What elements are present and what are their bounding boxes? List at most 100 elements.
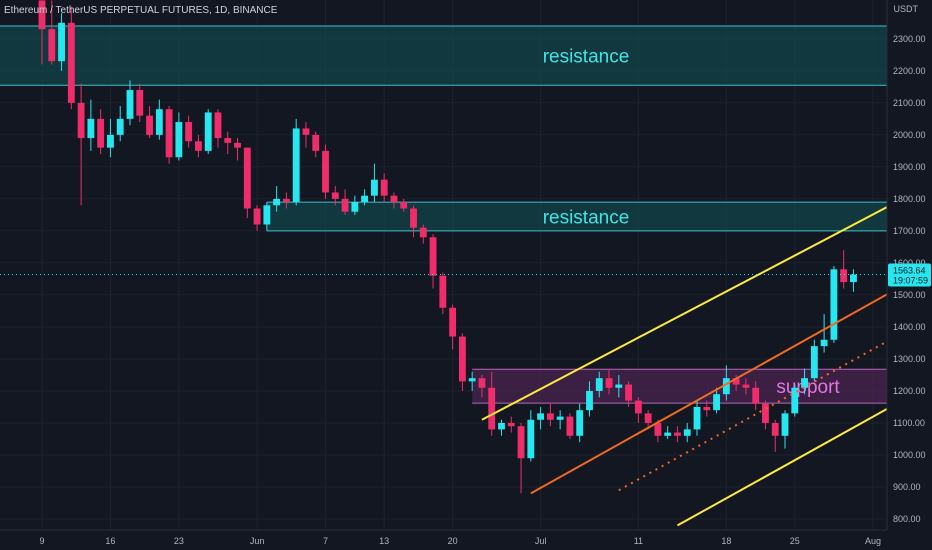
x-tick-label: 7	[323, 536, 328, 546]
candle-body	[292, 128, 300, 203]
y-tick-label: 1500.00	[893, 290, 926, 300]
price-unit-label: USDT	[893, 4, 919, 14]
y-tick-label: 1400.00	[893, 322, 926, 332]
candle-body	[683, 429, 691, 436]
candle-body	[654, 422, 662, 436]
candle-body	[67, 22, 75, 103]
candle-body	[546, 413, 554, 420]
zone-resistance	[0, 26, 887, 86]
candle-body	[175, 122, 183, 158]
last-price-countdown: 19:07:59	[893, 276, 928, 286]
x-tick-label: 13	[379, 536, 389, 546]
candle-body	[713, 394, 720, 411]
candle-body	[762, 403, 769, 423]
candle-body	[517, 426, 525, 459]
candle-body	[586, 390, 593, 411]
channel-line	[530, 268, 932, 495]
zone-resistance	[266, 202, 888, 231]
candle-body	[38, 0, 46, 30]
candle-body	[146, 115, 153, 135]
y-tick-label: 2100.00	[893, 98, 926, 108]
candle-body	[370, 179, 378, 196]
candle-body	[791, 387, 799, 414]
candle-body	[595, 378, 603, 391]
candle-body	[126, 90, 134, 119]
y-tick-label: 1600.00	[893, 258, 926, 268]
candle-body	[507, 422, 515, 427]
candle-body	[195, 141, 202, 151]
candle-body	[214, 112, 222, 139]
candle-body	[48, 29, 56, 62]
candle-body	[498, 422, 505, 430]
candle-body	[243, 147, 251, 209]
y-tick-label: 2200.00	[893, 66, 926, 76]
last-price-tag	[888, 263, 931, 287]
candle-body	[429, 237, 437, 276]
y-tick-label: 1300.00	[893, 354, 926, 364]
candle-body	[380, 179, 388, 196]
candle-body	[644, 413, 652, 423]
candle-body	[820, 339, 828, 347]
x-tick-label: Jun	[250, 536, 265, 546]
candle-body	[400, 202, 408, 209]
candle-body	[253, 208, 261, 225]
candle-body	[566, 416, 574, 436]
candle-body	[488, 387, 496, 430]
candle-body	[468, 378, 476, 382]
candle-body	[576, 410, 584, 436]
time-axis	[0, 530, 932, 550]
zone-label-support: support	[776, 377, 840, 398]
candle-body	[810, 346, 818, 379]
candle-body	[781, 413, 789, 436]
candle-body	[165, 109, 173, 158]
candle-body	[136, 90, 144, 116]
candle-body	[351, 202, 359, 212]
candle-body	[801, 378, 808, 388]
channel-line	[481, 182, 932, 421]
y-tick-label: 1200.00	[893, 386, 926, 396]
symbol-header: Ethereum / TetherUS PERPETUAL FUTURES, 1…	[4, 5, 278, 16]
candle-body	[449, 307, 457, 337]
x-tick-label: 20	[448, 536, 458, 546]
candle-body	[693, 406, 701, 430]
y-tick-label: 800.00	[893, 514, 921, 524]
y-tick-label: 1800.00	[893, 194, 926, 204]
candle-body	[312, 134, 320, 151]
x-tick-label: Aug	[865, 536, 881, 546]
candle-body	[664, 432, 672, 436]
y-tick-label: 1900.00	[893, 162, 926, 172]
x-tick-label: 11	[634, 536, 643, 546]
candle-body	[204, 112, 212, 151]
candle-body	[116, 118, 124, 135]
candle-body	[410, 208, 417, 228]
y-tick-label: 2000.00	[893, 130, 926, 140]
y-tick-label: 1000.00	[893, 450, 926, 460]
channel-midline	[618, 315, 932, 492]
candle-body	[419, 227, 427, 238]
candle-body	[605, 378, 613, 388]
candle-body	[331, 192, 339, 199]
x-tick-label: 18	[721, 536, 731, 546]
candle-body	[155, 109, 163, 135]
candle-body	[273, 198, 281, 206]
candle-body	[302, 128, 310, 135]
candle-body	[537, 413, 545, 420]
candle-body	[830, 269, 838, 340]
x-tick-label: 16	[105, 536, 115, 546]
candle-body	[732, 378, 740, 385]
last-price-value: 1563.64	[893, 266, 926, 276]
candle-body	[77, 102, 85, 139]
candle-body	[58, 22, 65, 62]
candle-body	[771, 422, 779, 436]
candle-body	[97, 118, 105, 148]
candle-body	[625, 384, 633, 401]
candle-body	[850, 274, 857, 283]
candle-body	[703, 406, 711, 411]
candle-body	[390, 195, 398, 203]
zone-support	[472, 369, 887, 404]
candle-body	[322, 150, 329, 193]
candle-body	[752, 387, 760, 404]
y-tick-label: 1700.00	[893, 226, 926, 236]
zone-label-resistance: resistance	[543, 47, 630, 68]
